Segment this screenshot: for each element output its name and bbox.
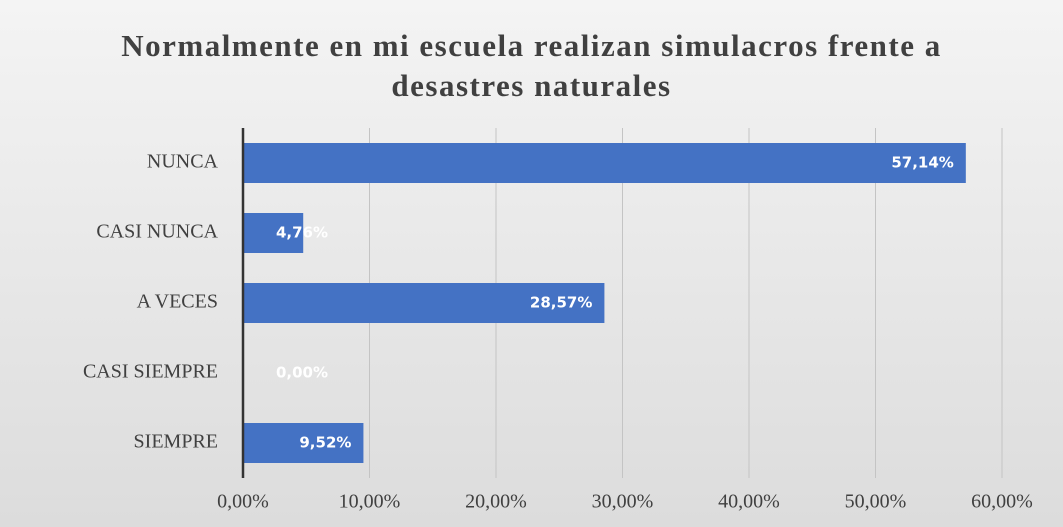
bar [243, 283, 605, 323]
x-tick-label: 10,00% [339, 491, 401, 513]
x-tick-label: 0,00% [217, 491, 269, 513]
x-tick-label: 30,00% [592, 491, 654, 513]
bar [243, 143, 966, 183]
x-tick-label: 50,00% [845, 491, 907, 513]
value-label: 0,00% [276, 364, 328, 382]
bar [243, 423, 364, 463]
x-tick-label: 60,00% [971, 491, 1033, 513]
value-label: 4,76% [276, 224, 328, 242]
bar [243, 213, 304, 253]
x-tick-label: 40,00% [718, 491, 780, 513]
y-tick-label: NUNCA [147, 151, 219, 173]
x-tick-label: 20,00% [465, 491, 527, 513]
y-tick-label: SIEMPRE [134, 431, 218, 453]
value-label: 9,52% [299, 434, 351, 452]
value-label: 57,14% [891, 154, 953, 172]
y-tick-label: CASI NUNCA [96, 221, 218, 243]
value-label: 28,57% [530, 294, 592, 312]
chart-title: Normalmente en mi escuela realizan simul… [121, 28, 942, 103]
y-tick-label: CASI SIEMPRE [83, 361, 218, 383]
y-tick-label: A VECES [137, 291, 218, 313]
